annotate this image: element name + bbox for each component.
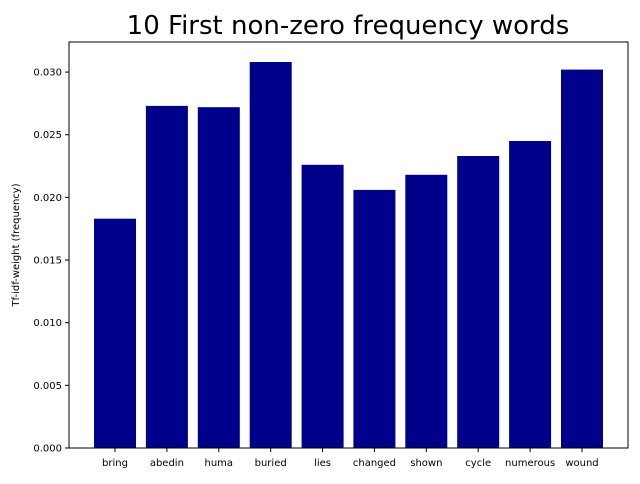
x-tick-label: wound [565, 458, 598, 469]
bar-huma [197, 107, 240, 448]
plot-frame [68, 41, 629, 449]
y-axis-ticks: 0.000 0.005 0.010 0.015 0.020 0.025 0.030 [33, 68, 69, 455]
x-tick-label: buried [255, 458, 287, 469]
bar-changed [353, 189, 396, 448]
x-tick-label: changed [353, 458, 396, 469]
x-tick-label: lies [314, 458, 331, 469]
bar-buried [249, 62, 292, 448]
bar-lies [301, 164, 344, 449]
bar-abedin [145, 105, 188, 449]
x-tick-label: cycle [465, 458, 491, 469]
bar-wound [561, 69, 603, 448]
y-tick-label: 0.005 [33, 381, 62, 392]
y-axis-label: Tf-idf-weight (frequency) [11, 183, 22, 307]
x-tick-label: numerous [505, 458, 555, 469]
y-tick-label: 0.000 [33, 444, 62, 455]
bars-group [94, 62, 603, 449]
y-tick-label: 0.015 [33, 256, 62, 267]
bar-cycle [457, 156, 500, 448]
bar-numerous [509, 141, 552, 448]
x-tick-label: bring [102, 458, 128, 469]
x-tick-label: shown [410, 458, 442, 469]
bar-bring [94, 218, 136, 448]
bar-shown [405, 174, 448, 449]
y-tick-label: 0.010 [33, 318, 62, 329]
y-tick-label: 0.030 [33, 68, 62, 79]
chart-title: 10 First non-zero frequency words [127, 11, 570, 41]
x-tick-label: huma [205, 458, 234, 469]
y-tick-label: 0.020 [33, 193, 62, 204]
y-tick-label: 0.025 [33, 130, 62, 141]
x-axis-ticks: bring abedin huma buried lies changed shown cyc… [102, 448, 599, 469]
x-tick-label: abedin [150, 458, 184, 469]
